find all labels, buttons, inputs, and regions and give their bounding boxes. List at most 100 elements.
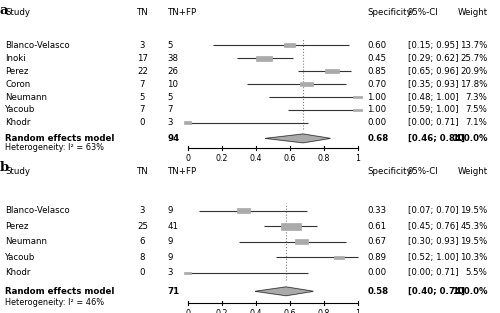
Text: Specificity: Specificity — [368, 167, 412, 177]
Text: 6: 6 — [140, 237, 145, 246]
Text: Weight: Weight — [458, 167, 488, 177]
Text: Blanco-Velasco: Blanco-Velasco — [5, 41, 70, 50]
Text: 3: 3 — [168, 118, 173, 127]
Bar — [325, 69, 339, 74]
Text: 7.3%: 7.3% — [466, 93, 487, 101]
Text: Random effects model: Random effects model — [5, 287, 114, 296]
Text: [0.29; 0.62]: [0.29; 0.62] — [408, 54, 458, 63]
Text: 0.33: 0.33 — [368, 206, 386, 215]
Text: [0.48; 1.00]: [0.48; 1.00] — [408, 93, 458, 101]
Text: 26: 26 — [168, 67, 178, 76]
Text: 45.3%: 45.3% — [460, 222, 487, 231]
Text: 0.89: 0.89 — [368, 253, 386, 262]
Text: 0.4: 0.4 — [249, 154, 262, 163]
Text: 0.6: 0.6 — [283, 309, 296, 313]
Text: 1.00: 1.00 — [368, 93, 386, 101]
Text: 1.00: 1.00 — [368, 105, 386, 115]
Text: 5: 5 — [168, 93, 173, 101]
Text: 25: 25 — [137, 222, 148, 231]
Text: Specificity: Specificity — [368, 8, 412, 18]
Text: 0.2: 0.2 — [215, 309, 228, 313]
Text: 0.61: 0.61 — [368, 222, 386, 231]
Text: [0.30; 0.93]: [0.30; 0.93] — [408, 237, 458, 246]
Text: [0.35; 0.93]: [0.35; 0.93] — [408, 80, 458, 89]
Text: 0.85: 0.85 — [368, 67, 386, 76]
Text: 0: 0 — [185, 154, 190, 163]
Text: Heterogeneity: I² = 46%: Heterogeneity: I² = 46% — [5, 298, 104, 307]
Text: 0.4: 0.4 — [249, 309, 262, 313]
Text: 94: 94 — [168, 134, 179, 143]
Text: 17: 17 — [137, 54, 148, 63]
Text: 9: 9 — [168, 253, 173, 262]
Bar — [300, 82, 313, 86]
Text: [0.52; 1.00]: [0.52; 1.00] — [408, 253, 458, 262]
Text: Neumann: Neumann — [5, 237, 47, 246]
Text: 100.0%: 100.0% — [452, 287, 488, 296]
Bar — [237, 208, 250, 213]
Text: 5: 5 — [140, 93, 145, 101]
Text: 0.60: 0.60 — [368, 41, 386, 50]
Text: 0.6: 0.6 — [283, 154, 296, 163]
Text: 7: 7 — [168, 105, 173, 115]
Bar — [354, 109, 362, 111]
Text: [0.59; 1.00]: [0.59; 1.00] — [408, 105, 458, 115]
Text: 7: 7 — [140, 80, 145, 89]
Text: Blanco-Velasco: Blanco-Velasco — [5, 206, 70, 215]
Text: Inoki: Inoki — [5, 54, 25, 63]
Text: 0.45: 0.45 — [368, 54, 386, 63]
Text: 0.58: 0.58 — [368, 287, 388, 296]
Text: 10: 10 — [168, 80, 178, 89]
Text: 1: 1 — [355, 154, 360, 163]
Text: 0.00: 0.00 — [368, 268, 386, 277]
Text: TN: TN — [136, 167, 148, 177]
Text: [0.45; 0.76]: [0.45; 0.76] — [408, 222, 458, 231]
Text: 3: 3 — [140, 41, 145, 50]
Polygon shape — [266, 134, 330, 143]
Text: 9: 9 — [168, 237, 173, 246]
Bar — [184, 271, 191, 274]
Bar — [354, 95, 362, 98]
Text: [0.40; 0.74]: [0.40; 0.74] — [408, 287, 465, 296]
Text: 41: 41 — [168, 222, 178, 231]
Text: Yacoub: Yacoub — [5, 253, 36, 262]
Text: 17.8%: 17.8% — [460, 80, 487, 89]
Text: 1: 1 — [355, 309, 360, 313]
Text: 9: 9 — [168, 206, 173, 215]
Text: 7.1%: 7.1% — [466, 118, 487, 127]
Text: 71: 71 — [168, 287, 179, 296]
Bar — [334, 255, 344, 259]
Text: Khodr: Khodr — [5, 268, 30, 277]
Text: Neumann: Neumann — [5, 93, 47, 101]
Text: 0: 0 — [140, 118, 145, 127]
Text: [0.00; 0.71]: [0.00; 0.71] — [408, 268, 458, 277]
Text: [0.07; 0.70]: [0.07; 0.70] — [408, 206, 458, 215]
Bar — [256, 56, 272, 61]
Text: 0.67: 0.67 — [368, 237, 386, 246]
Text: a: a — [0, 4, 8, 17]
Text: [0.46; 0.84]: [0.46; 0.84] — [408, 134, 465, 143]
Text: [0.65; 0.96]: [0.65; 0.96] — [408, 67, 458, 76]
Text: 38: 38 — [168, 54, 178, 63]
Text: 10.3%: 10.3% — [460, 253, 487, 262]
Bar — [295, 239, 308, 244]
Text: 0.2: 0.2 — [215, 154, 228, 163]
Text: 3: 3 — [168, 268, 173, 277]
Polygon shape — [256, 287, 314, 296]
Text: 8: 8 — [140, 253, 145, 262]
Text: Weight: Weight — [458, 8, 488, 18]
Text: 100.0%: 100.0% — [452, 134, 488, 143]
Text: Random effects model: Random effects model — [5, 134, 114, 143]
Text: 0.8: 0.8 — [318, 154, 330, 163]
Text: 0.70: 0.70 — [368, 80, 386, 89]
Text: 3: 3 — [140, 206, 145, 215]
Text: 25.7%: 25.7% — [460, 54, 487, 63]
Text: 95%-CI: 95%-CI — [408, 167, 438, 177]
Text: 22: 22 — [137, 67, 148, 76]
Text: TN+FP: TN+FP — [168, 8, 196, 18]
Text: TN: TN — [136, 8, 148, 18]
Text: Perez: Perez — [5, 222, 28, 231]
Text: 19.5%: 19.5% — [460, 237, 487, 246]
Text: Study: Study — [5, 167, 30, 177]
Bar — [184, 121, 192, 124]
Text: b: b — [0, 161, 9, 174]
